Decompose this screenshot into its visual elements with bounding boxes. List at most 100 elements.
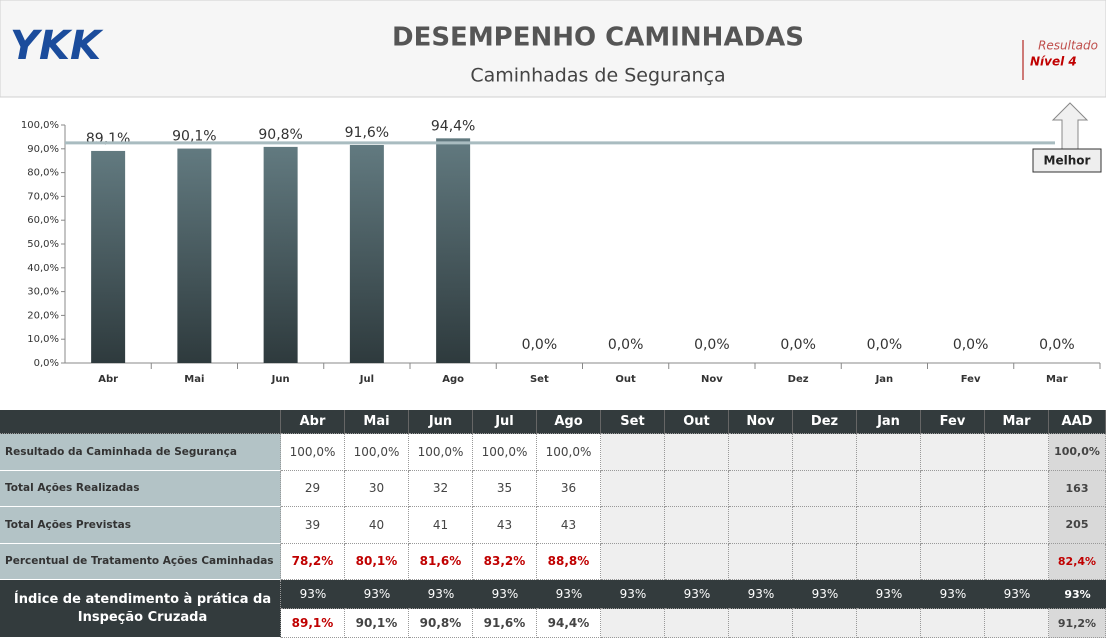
x-tick-label: Mar bbox=[1046, 374, 1068, 385]
empty-cell bbox=[793, 609, 857, 638]
value-label: 0,0% bbox=[1039, 337, 1075, 353]
column-header: Ago bbox=[537, 410, 601, 434]
value-label: 90,1% bbox=[172, 129, 216, 145]
value-label: 0,0% bbox=[608, 337, 644, 353]
x-tick-label: Abr bbox=[98, 374, 118, 385]
result-level: Nível 4 bbox=[1030, 55, 1077, 69]
empty-cell bbox=[665, 470, 729, 507]
table-cell: 93% bbox=[473, 580, 537, 609]
value-label: 89,1% bbox=[86, 131, 130, 147]
bar bbox=[436, 138, 471, 363]
bar bbox=[263, 146, 298, 363]
column-header: Dez bbox=[793, 410, 857, 434]
table-cell: 93% bbox=[281, 580, 345, 609]
table-cell: 93% bbox=[1049, 580, 1106, 609]
table-cell: 88,8% bbox=[537, 543, 601, 580]
y-tick-label: 80,0% bbox=[27, 168, 59, 179]
empty-cell bbox=[601, 434, 665, 471]
table-cell: 78,2% bbox=[281, 543, 345, 580]
column-header: Jul bbox=[473, 410, 537, 434]
empty-cell bbox=[729, 434, 793, 471]
table-cell: 90,8% bbox=[409, 609, 473, 638]
table-cell: 90,1% bbox=[345, 609, 409, 638]
empty-cell bbox=[921, 543, 985, 580]
empty-cell bbox=[793, 434, 857, 471]
table-cell: 35 bbox=[473, 470, 537, 507]
table-cell: 80,1% bbox=[345, 543, 409, 580]
title: DESEMPENHO CAMINHADAS bbox=[392, 23, 804, 53]
empty-cell bbox=[729, 470, 793, 507]
empty-cell bbox=[729, 609, 793, 638]
table-cell: 93% bbox=[985, 580, 1049, 609]
table-cell: 91,2% bbox=[1049, 609, 1106, 638]
table-cell: 93% bbox=[409, 580, 473, 609]
table-cell: 81,6% bbox=[409, 543, 473, 580]
empty-cell bbox=[601, 609, 665, 638]
table-cell: 100,0% bbox=[345, 434, 409, 471]
y-tick-label: 0,0% bbox=[34, 358, 59, 369]
subtitle: Caminhadas de Segurança bbox=[470, 65, 725, 87]
bar bbox=[349, 144, 384, 363]
empty-cell bbox=[857, 543, 921, 580]
table-cell: 89,1% bbox=[281, 609, 345, 638]
header-corner bbox=[0, 410, 281, 434]
empty-cell bbox=[665, 507, 729, 544]
table-cell: 93% bbox=[793, 580, 857, 609]
y-tick-label: 20,0% bbox=[27, 310, 59, 321]
empty-cell bbox=[729, 543, 793, 580]
table-cell: 93% bbox=[665, 580, 729, 609]
empty-cell bbox=[857, 507, 921, 544]
bar bbox=[177, 148, 212, 363]
column-header: Abr bbox=[281, 410, 345, 434]
table-cell: 93% bbox=[537, 580, 601, 609]
empty-cell bbox=[793, 470, 857, 507]
empty-cell bbox=[857, 609, 921, 638]
value-label: 94,4% bbox=[431, 118, 475, 134]
table-cell: 39 bbox=[281, 507, 345, 544]
empty-cell bbox=[985, 434, 1049, 471]
annotation: Melhor bbox=[1044, 154, 1091, 168]
empty-cell bbox=[857, 470, 921, 507]
value-label: 91,6% bbox=[345, 125, 389, 141]
x-tick-label: Fev bbox=[961, 374, 981, 385]
x-tick-label: Ago bbox=[442, 374, 464, 385]
empty-cell bbox=[665, 609, 729, 638]
table-cell: 43 bbox=[537, 507, 601, 544]
table-cell: 83,2% bbox=[473, 543, 537, 580]
empty-cell bbox=[665, 434, 729, 471]
y-tick-label: 70,0% bbox=[27, 191, 59, 202]
table-cell: 40 bbox=[345, 507, 409, 544]
table-cell: 100,0% bbox=[473, 434, 537, 471]
table-cell: 43 bbox=[473, 507, 537, 544]
row-label: Total Ações Previstas bbox=[0, 507, 281, 544]
table-cell: 36 bbox=[537, 470, 601, 507]
x-tick-label: Jul bbox=[359, 374, 374, 385]
y-tick-label: 40,0% bbox=[27, 263, 59, 274]
row-label: Resultado da Caminhada de Segurança bbox=[0, 434, 281, 471]
column-header: Mai bbox=[345, 410, 409, 434]
chart: YKK DESEMPENHO CAMINHADAS Caminhadas de … bbox=[0, 0, 1106, 385]
y-tick-label: 50,0% bbox=[27, 239, 59, 250]
value-label: 0,0% bbox=[694, 337, 730, 353]
table-cell: 93% bbox=[857, 580, 921, 609]
empty-cell bbox=[665, 543, 729, 580]
table-cell: 93% bbox=[345, 580, 409, 609]
empty-cell bbox=[601, 507, 665, 544]
empty-cell bbox=[985, 470, 1049, 507]
column-header: Fev bbox=[921, 410, 985, 434]
column-header: Out bbox=[665, 410, 729, 434]
table-cell: 163 bbox=[1049, 470, 1106, 507]
table-cell: 94,4% bbox=[537, 609, 601, 638]
empty-cell bbox=[601, 543, 665, 580]
table-cell: 100,0% bbox=[1049, 434, 1106, 471]
x-tick-label: Dez bbox=[788, 374, 809, 385]
x-tick-label: Out bbox=[615, 374, 636, 385]
table-cell: 93% bbox=[729, 580, 793, 609]
empty-cell bbox=[601, 470, 665, 507]
empty-cell bbox=[729, 507, 793, 544]
table-cell: 100,0% bbox=[409, 434, 473, 471]
table-cell: 91,6% bbox=[473, 609, 537, 638]
column-header: Nov bbox=[729, 410, 793, 434]
column-header: Mar bbox=[985, 410, 1049, 434]
